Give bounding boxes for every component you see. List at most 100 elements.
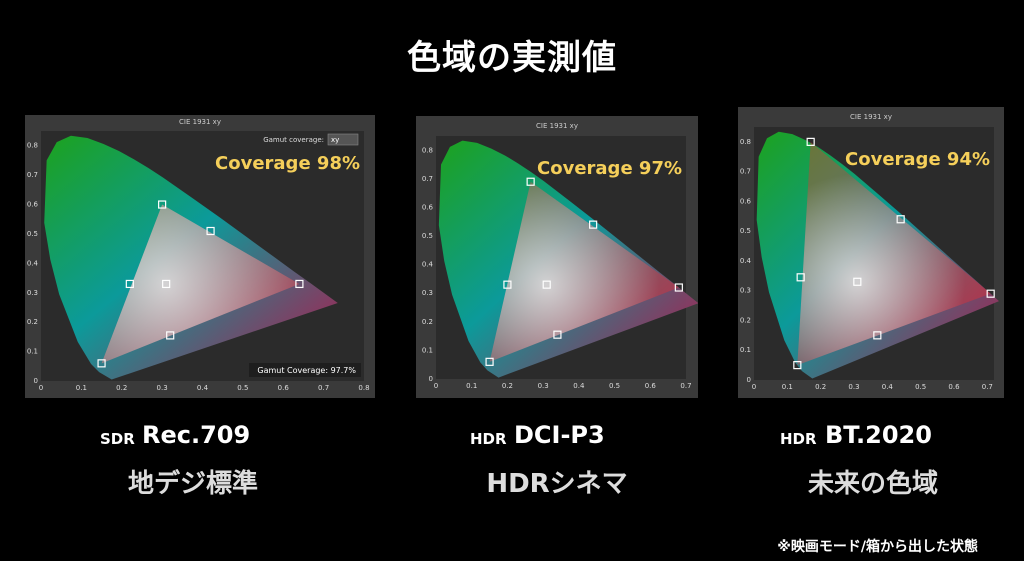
y-tick-label: 0.4 xyxy=(422,261,434,269)
y-tick-label: 0.5 xyxy=(27,230,38,238)
coverage-label: Coverage 97% xyxy=(537,158,682,179)
measurement-point xyxy=(674,283,683,292)
y-tick-label: 0.7 xyxy=(740,168,751,176)
y-tick-label: 0.4 xyxy=(740,257,752,265)
x-tick-label: 0.3 xyxy=(848,383,859,391)
y-tick-label: 0.3 xyxy=(422,289,433,297)
coverage-label: Coverage 98% xyxy=(215,153,360,174)
cie-chart-bt2020: CIE 1931 xy 0 0.1 0.2 0.3 0.4 0.5 0.6 0.7 0 0.1 0.2… xyxy=(740,113,999,391)
x-tick-label: 0.2 xyxy=(502,382,513,390)
x-tick-label: 0.2 xyxy=(815,383,826,391)
y-tick-label: 0.1 xyxy=(740,346,751,354)
measurement-point xyxy=(125,279,134,289)
measurement-point xyxy=(295,279,304,289)
chart-title: CIE 1931 xy xyxy=(536,122,578,130)
chart-panel-dcip3: CIE 1931 xy 0 0.1 0.2 0.3 0.4 0.5 0.6 0.7 0 0.1 0.2… xyxy=(416,116,698,398)
y-tick-label: 0.3 xyxy=(27,289,38,297)
gamut-desc-bt2020: 未来の色域 xyxy=(808,468,938,499)
x-tick-label: 0.4 xyxy=(197,384,209,392)
measurement-point xyxy=(853,277,862,286)
page-title: 色域の実測値 xyxy=(407,38,617,78)
x-tick-label: 0.3 xyxy=(157,384,168,392)
y-tick-label: 0.2 xyxy=(422,318,433,326)
chart-panel-bt2020: CIE 1931 xy 0 0.1 0.2 0.3 0.4 0.5 0.6 0.7 0 0.1 0.2… xyxy=(738,107,1004,398)
x-tick-label: 0.7 xyxy=(318,384,329,392)
x-tick-label: 0 xyxy=(39,384,43,392)
x-tick-label: 0.1 xyxy=(76,384,87,392)
x-tick-label: 0.1 xyxy=(782,383,793,391)
gamut-name-rec709: Rec.709 xyxy=(142,421,250,449)
x-tick-label: 0.6 xyxy=(278,384,290,392)
x-tick-label: 0.4 xyxy=(882,383,894,391)
coverage-label: Coverage 94% xyxy=(845,149,990,170)
measurement-point xyxy=(485,357,494,366)
measurement-point xyxy=(553,330,562,339)
measurement-point xyxy=(873,331,882,340)
measurement-point xyxy=(503,280,512,289)
y-tick-label: 0.3 xyxy=(740,287,751,295)
x-tick-label: 0.7 xyxy=(982,383,993,391)
x-tick-label: 0.5 xyxy=(915,383,926,391)
y-tick-label: 0 xyxy=(429,375,433,383)
measurement-point xyxy=(97,359,106,368)
measurement-point xyxy=(526,177,535,186)
x-tick-label: 0.8 xyxy=(358,384,369,392)
x-tick-label: 0.1 xyxy=(466,382,477,390)
y-tick-label: 0.5 xyxy=(422,232,433,240)
badge-hdr-bt2020: HDR xyxy=(780,430,817,448)
gamut-desc-rec709: 地デジ標準 xyxy=(128,468,258,499)
y-tick-label: 0.2 xyxy=(27,318,38,326)
gamut-coverage-footer-bg xyxy=(249,363,361,377)
gamut-select xyxy=(327,133,359,146)
measurement-point xyxy=(986,289,995,298)
y-tick-label: 0.2 xyxy=(740,316,751,324)
y-tick-label: 0.6 xyxy=(422,203,434,211)
x-tick-label: 0 xyxy=(752,383,756,391)
y-tick-label: 0.7 xyxy=(27,171,38,179)
gamut-triangle xyxy=(797,141,991,366)
x-tick-label: 0.3 xyxy=(538,382,549,390)
y-tick-label: 0.6 xyxy=(740,197,752,205)
gamut-coverage-footer: Gamut Coverage: 97.7% xyxy=(257,366,356,375)
x-tick-label: 0.5 xyxy=(609,382,620,390)
gamut-desc-dcip3: HDRシネマ xyxy=(486,469,627,499)
x-tick-label: 0.6 xyxy=(645,382,657,390)
measurement-point xyxy=(796,273,805,282)
badge-hdr-dcip3: HDR xyxy=(470,430,507,448)
chart-title: CIE 1931 xy xyxy=(179,118,221,126)
y-tick-label: 0.8 xyxy=(422,146,433,154)
gamut-select-value: xy xyxy=(331,136,339,144)
x-tick-label: 0.7 xyxy=(680,382,691,390)
y-tick-label: 0.8 xyxy=(740,138,751,146)
measurement-point xyxy=(206,226,215,236)
y-tick-label: 0.7 xyxy=(422,175,433,183)
measurement-point xyxy=(166,331,175,340)
y-tick-label: 0.5 xyxy=(740,227,751,235)
cie-chart-rec709: CIE 1931 xy 0 0.1 0.2 0.3 0.4 0.5 0.6 0.7 0.8 0 0.1… xyxy=(27,118,370,392)
gamut-name-dcip3: DCI-P3 xyxy=(514,421,605,449)
chart-panel-rec709: CIE 1931 xy 0 0.1 0.2 0.3 0.4 0.5 0.6 0.7 0.8 0 0.1… xyxy=(25,115,375,398)
x-tick-label: 0.4 xyxy=(573,382,585,390)
y-tick-label: 0 xyxy=(747,376,751,384)
y-tick-label: 0.6 xyxy=(27,201,39,209)
measurement-point xyxy=(793,361,802,370)
measurement-point xyxy=(806,137,815,146)
y-tick-label: 0.8 xyxy=(27,142,38,150)
measurement-point xyxy=(162,279,171,289)
y-tick-label: 0 xyxy=(34,377,38,385)
measurement-point xyxy=(542,280,551,289)
chart-title: CIE 1931 xy xyxy=(850,113,892,121)
y-tick-label: 0.1 xyxy=(422,346,433,354)
x-tick-label: 0 xyxy=(434,382,438,390)
gamut-triangle xyxy=(101,204,300,364)
measurement-point xyxy=(896,215,905,224)
measurement-point xyxy=(158,200,167,209)
x-tick-label: 0.2 xyxy=(116,384,127,392)
x-tick-label: 0.5 xyxy=(237,384,248,392)
gamut-triangle xyxy=(489,181,679,362)
y-tick-label: 0.4 xyxy=(27,259,39,267)
x-tick-label: 0.6 xyxy=(948,383,960,391)
footnote: ※映画モード/箱から出した状態 xyxy=(777,539,978,555)
gamut-coverage-label: Gamut coverage: xyxy=(263,136,324,144)
measurement-point xyxy=(589,220,598,229)
